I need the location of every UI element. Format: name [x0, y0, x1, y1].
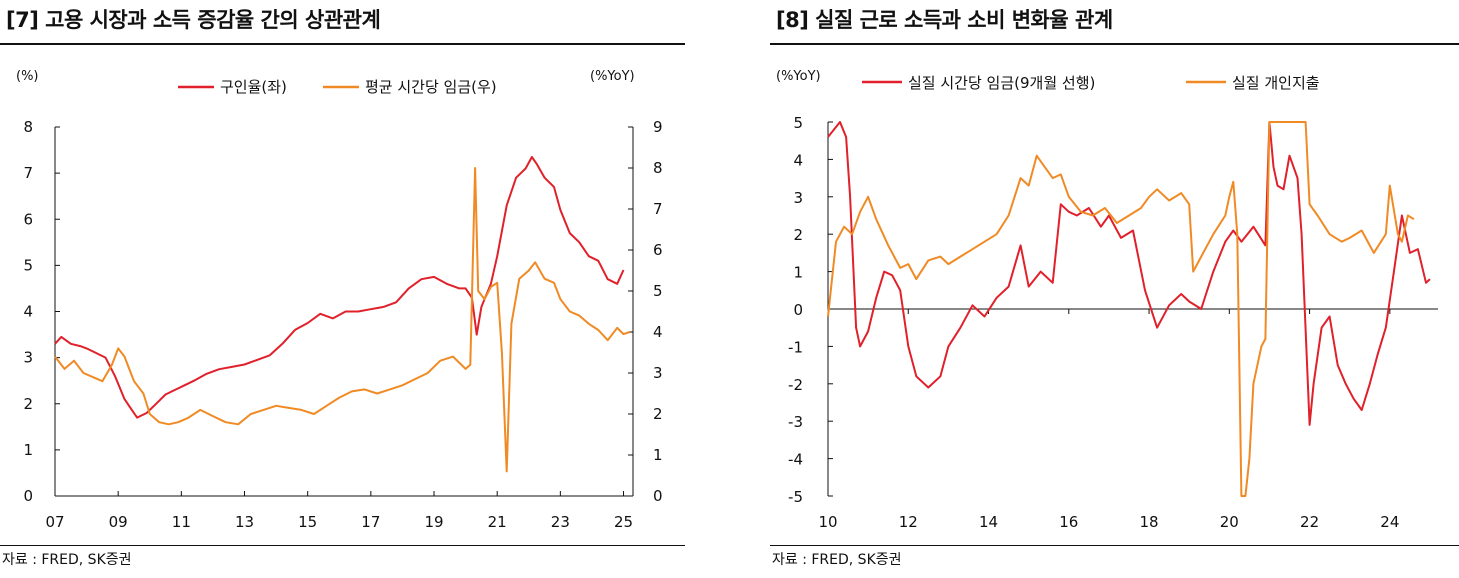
- y-right-tick-label: 1: [653, 446, 663, 464]
- y-tick-label: -1: [788, 338, 803, 356]
- x-tick-label: 15: [298, 513, 317, 531]
- y-tick-label: 3: [793, 189, 803, 207]
- legend-label: 평균 시간당 임금(우): [365, 78, 497, 96]
- y-right-tick-label: 8: [653, 159, 663, 177]
- y-right-tick-label: 4: [653, 323, 663, 341]
- right-panel: [8] 실질 근로 소득과 소비 변화율 관계 -5 -4 -3 -2 -1 0 1 2 3 4 5…: [770, 0, 1459, 578]
- y-left-tick-label: 3: [23, 349, 33, 367]
- series-line: [54, 167, 631, 473]
- y-right-tick-label: 0: [653, 487, 663, 505]
- x-tick-label: 16: [1059, 513, 1078, 531]
- series-line: [54, 156, 625, 419]
- y-tick-label: -4: [788, 451, 803, 469]
- right-unit-label: (%YoY): [590, 69, 635, 84]
- y-tick-label: 0: [793, 301, 803, 319]
- legend-label: 구인율(좌): [220, 78, 287, 96]
- legend-label: 실질 개인지출: [1232, 74, 1320, 92]
- left-title-rule: [0, 43, 685, 45]
- x-tick-label: 14: [979, 513, 998, 531]
- right-panel-title: [8] 실질 근로 소득과 소비 변화율 관계: [776, 8, 1113, 32]
- x-tick-label: 09: [109, 513, 128, 531]
- left-unit-label: (%): [16, 69, 39, 84]
- x-tick-label: 25: [614, 513, 633, 531]
- x-tick-label: 11: [172, 513, 191, 531]
- y-left-tick-label: 1: [23, 441, 33, 459]
- series-line: [827, 121, 1415, 497]
- y-left-tick-label: 0: [23, 487, 33, 505]
- y-right-tick-label: 7: [653, 200, 663, 218]
- y-right-tick-label: 2: [653, 405, 663, 423]
- left-source: 자료 : FRED, SK증권: [2, 552, 132, 568]
- x-tick-label: 20: [1220, 513, 1239, 531]
- y-tick-label: -3: [788, 413, 803, 431]
- y-tick-label: 5: [793, 114, 803, 132]
- y-tick-label: -5: [788, 488, 803, 506]
- right-source: 자료 : FRED, SK증권: [772, 552, 902, 568]
- x-tick-label: 24: [1380, 513, 1399, 531]
- y-left-tick-label: 6: [23, 210, 33, 228]
- y-left-tick-label: 8: [23, 118, 33, 136]
- x-tick-label: 22: [1300, 513, 1319, 531]
- y-tick-label: 2: [793, 226, 803, 244]
- x-tick-label: 19: [424, 513, 443, 531]
- y-left-tick-label: 2: [23, 395, 33, 413]
- y-left-tick-label: 5: [23, 256, 33, 274]
- left-bottom-rule: [0, 545, 685, 546]
- y-right-tick-label: 9: [653, 118, 663, 136]
- y-right-tick-label: 3: [653, 364, 663, 382]
- series-line: [827, 121, 1431, 426]
- x-tick-label: 23: [551, 513, 570, 531]
- x-tick-label: 10: [818, 513, 837, 531]
- x-tick-label: 12: [899, 513, 918, 531]
- unit-label: (%YoY): [776, 69, 821, 84]
- right-title-rule: [770, 43, 1459, 45]
- y-tick-label: 1: [793, 264, 803, 282]
- x-tick-label: 18: [1140, 513, 1159, 531]
- y-left-tick-label: 7: [23, 164, 33, 182]
- x-tick-label: 13: [235, 513, 254, 531]
- left-panel-title: [7] 고용 시장과 소득 증감율 간의 상관관계: [6, 8, 381, 32]
- y-right-tick-label: 5: [653, 282, 663, 300]
- legend-label: 실질 시간당 임금(9개월 선행): [908, 74, 1095, 92]
- y-tick-label: 4: [793, 151, 803, 169]
- y-left-tick-label: 4: [23, 303, 33, 321]
- x-tick-label: 17: [361, 513, 380, 531]
- x-tick-label: 21: [488, 513, 507, 531]
- y-tick-label: -2: [788, 376, 803, 394]
- right-bottom-rule: [770, 545, 1459, 546]
- y-right-tick-label: 6: [653, 241, 663, 259]
- x-tick-label: 07: [45, 513, 64, 531]
